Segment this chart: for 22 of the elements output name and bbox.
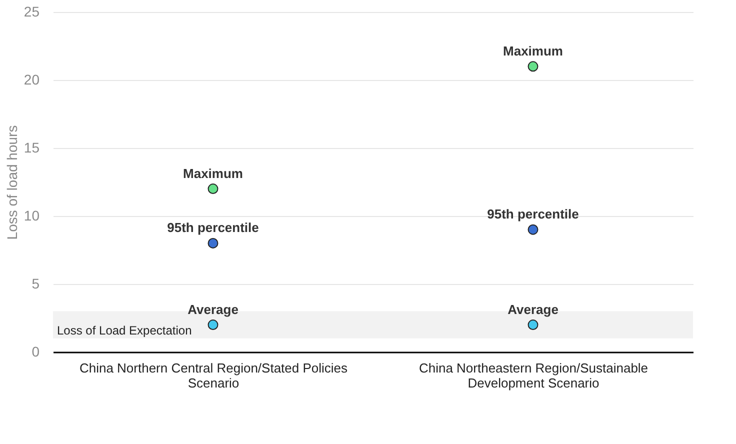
y-tick-label: 10 bbox=[24, 208, 40, 224]
text: 95th percentile bbox=[487, 206, 579, 222]
point bbox=[528, 61, 538, 72]
series-label: Average bbox=[188, 302, 238, 317]
series-label: 95th percentile bbox=[167, 220, 259, 236]
y-axis-title: Loss of load hours bbox=[4, 125, 20, 240]
y-tick-label: 20 bbox=[24, 72, 40, 88]
y-tick-label: 15 bbox=[24, 140, 40, 156]
x-tick-label: China Northern Central Region/Stated Policies Scenario bbox=[79, 360, 348, 390]
point bbox=[528, 224, 538, 235]
point bbox=[208, 238, 218, 248]
x-tick-label: China Northeastern Region/Sustainable Development Scenario bbox=[418, 360, 648, 390]
point bbox=[208, 184, 218, 194]
y-tick-label: 25 bbox=[24, 4, 40, 20]
point bbox=[208, 320, 218, 330]
band-label: Loss of Load Expectation bbox=[57, 323, 192, 338]
text: Maximum bbox=[503, 43, 563, 58]
point bbox=[528, 320, 538, 330]
text: Average bbox=[508, 302, 558, 317]
y-tick-label: 5 bbox=[32, 276, 40, 292]
series-label: Maximum bbox=[183, 166, 243, 181]
y-tick-label: 0 bbox=[32, 344, 40, 360]
